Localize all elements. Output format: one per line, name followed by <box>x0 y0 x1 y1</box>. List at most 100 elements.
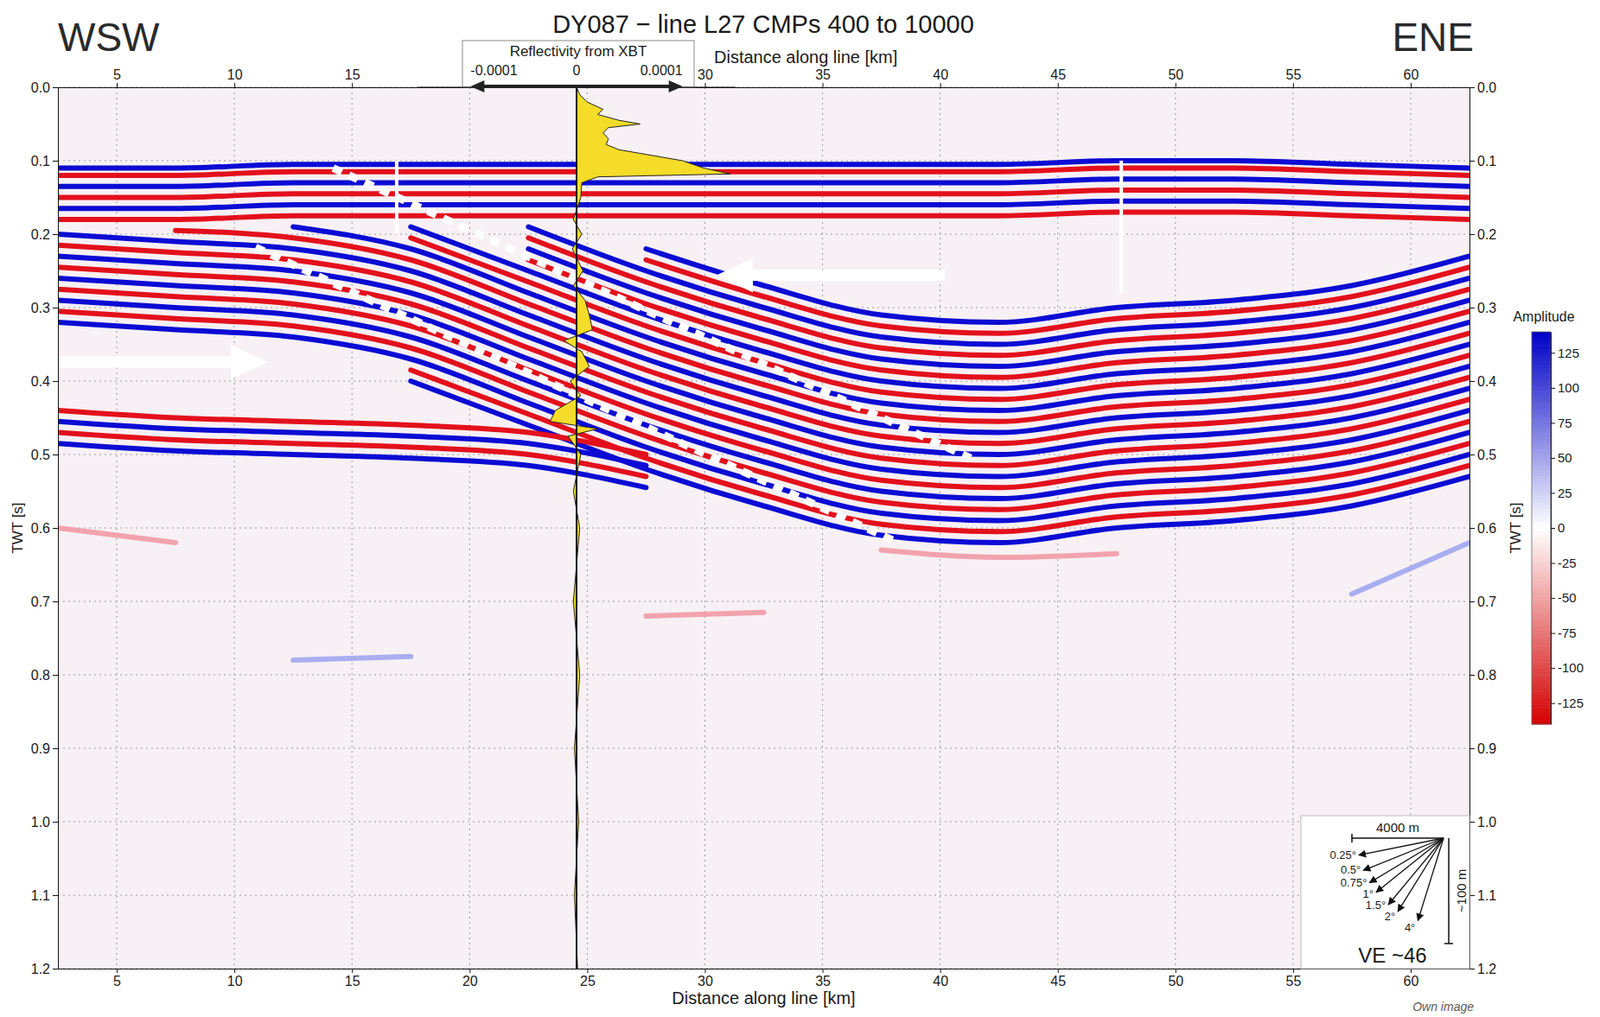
colorbar-stripe <box>1531 554 1551 558</box>
grid-line-y <box>57 748 1470 750</box>
interpretation-line <box>332 168 971 459</box>
reflectivity-trace <box>549 87 731 969</box>
colorbar-stripe <box>1531 652 1551 657</box>
tick-mark <box>940 82 942 88</box>
colorbar-stripe <box>1531 475 1551 479</box>
scale-box: 4000 m~100 m0.25°0.5°0.75°1°1.5°2°4°VE ~… <box>1300 815 1470 969</box>
colorbar-stripe <box>1531 675 1551 679</box>
tick-label: 45 <box>1050 67 1066 83</box>
tick: 1.2 <box>1469 962 1497 977</box>
arrow <box>57 344 268 380</box>
tick-label: 1.0 <box>1477 815 1497 830</box>
tick-label: 10 <box>227 974 243 989</box>
tick-mark <box>1469 160 1475 162</box>
dip-ray <box>1388 838 1444 906</box>
colorbar-stripe <box>1531 583 1551 587</box>
tick-mark <box>52 234 58 236</box>
y-axis-title: TWT [s] <box>9 502 26 554</box>
colorbar-stripe <box>1531 414 1551 418</box>
tick-label: 1.1 <box>1477 888 1497 904</box>
tick: 75 <box>1550 415 1573 431</box>
tick-label: 1.2 <box>31 962 51 977</box>
tick-mark <box>52 454 58 456</box>
colorbar-stripe <box>1531 521 1551 525</box>
tick-mark <box>351 968 353 974</box>
tick: -50 <box>1550 590 1577 606</box>
tick: 0.6 <box>31 521 58 536</box>
tick-label: 1.0 <box>31 815 51 830</box>
tick-label: -75 <box>1557 625 1577 641</box>
reflector <box>645 612 764 617</box>
colorbar-stripe <box>1531 610 1551 614</box>
colorbar-stripe <box>1531 642 1551 646</box>
tick-mark <box>52 601 58 603</box>
reflector <box>57 300 1470 500</box>
colorbar-stripe <box>1531 694 1551 699</box>
tick-mark <box>1550 633 1556 635</box>
tick-mark <box>1469 601 1475 603</box>
tick-label: 55 <box>1285 974 1301 989</box>
reflector <box>528 237 1470 356</box>
tick-mark <box>52 748 58 750</box>
grid-line-x <box>351 87 353 969</box>
colorbar-stripe <box>1531 616 1551 620</box>
colorbar-stripe <box>1531 599 1551 604</box>
colorbar-stripe <box>1531 341 1551 345</box>
grid-line-y <box>57 895 1470 897</box>
tick-label: 30 <box>697 974 714 989</box>
tick-label: 10 <box>227 67 243 83</box>
tick: 0.7 <box>1469 594 1497 610</box>
colorbar-stripe <box>1531 452 1551 457</box>
tick: 0.9 <box>1469 741 1497 757</box>
arrow-shaft <box>57 356 231 368</box>
colorbar-stripe <box>1531 344 1551 349</box>
tick-mark <box>1469 822 1475 823</box>
tick: 0.5 <box>1469 447 1497 463</box>
scale-box-frame <box>1300 815 1470 969</box>
tick-label: 15 <box>344 974 361 989</box>
colorbar-stripe <box>1531 439 1551 444</box>
tick-mark <box>234 968 236 974</box>
credit: Own image <box>1412 1000 1474 1014</box>
tick-label: 0.9 <box>1477 741 1497 757</box>
y2-axis-title: TWT [s] <box>1507 502 1524 554</box>
colorbar-stripe <box>1531 658 1551 663</box>
grid-line-x <box>704 87 706 969</box>
tick: 60 <box>1403 968 1420 989</box>
tick-label: 50 <box>1167 67 1184 83</box>
tick-label: 50 <box>1167 974 1184 989</box>
colorbar-stripe <box>1531 436 1551 440</box>
tick-mark <box>1469 675 1475 676</box>
reflector <box>57 212 1470 221</box>
colorbar-stripe <box>1531 400 1551 404</box>
colorbar-stripe <box>1531 485 1551 490</box>
tick: 45 <box>1050 968 1066 989</box>
colorbar-stripe <box>1531 377 1551 382</box>
colorbar-stripe <box>1531 665 1551 670</box>
colorbar-stripe <box>1531 639 1551 644</box>
colorbar-stripe <box>1531 387 1551 391</box>
tick-mark <box>1175 82 1177 88</box>
colorbar-stripe <box>1531 430 1551 434</box>
direction-right: ENE <box>1391 14 1474 60</box>
inset-data <box>549 87 731 969</box>
tick: 0.9 <box>31 741 58 757</box>
tick-mark <box>1469 381 1475 383</box>
tick-mark <box>52 307 58 309</box>
tick-label: 0.2 <box>31 227 51 243</box>
inset-tick-label: -0.0001 <box>470 63 517 78</box>
colorbar-stripe <box>1531 459 1551 464</box>
tick: 0.4 <box>31 374 58 389</box>
dip-ray <box>1376 838 1444 893</box>
dip-label: 0.5° <box>1340 863 1361 877</box>
seismic-figure: 5101520253035404550556051015303540455055… <box>0 0 1600 1017</box>
tick: 0.7 <box>31 594 58 610</box>
tick-label: 35 <box>815 67 831 83</box>
colorbar-stripe <box>1531 557 1551 561</box>
tick-mark <box>1469 748 1475 750</box>
inset-scale-arrow <box>470 80 683 93</box>
tick-mark <box>704 82 706 88</box>
tick: 5 <box>113 67 122 88</box>
tick-mark <box>1550 388 1556 389</box>
tick-label: -125 <box>1557 695 1584 711</box>
